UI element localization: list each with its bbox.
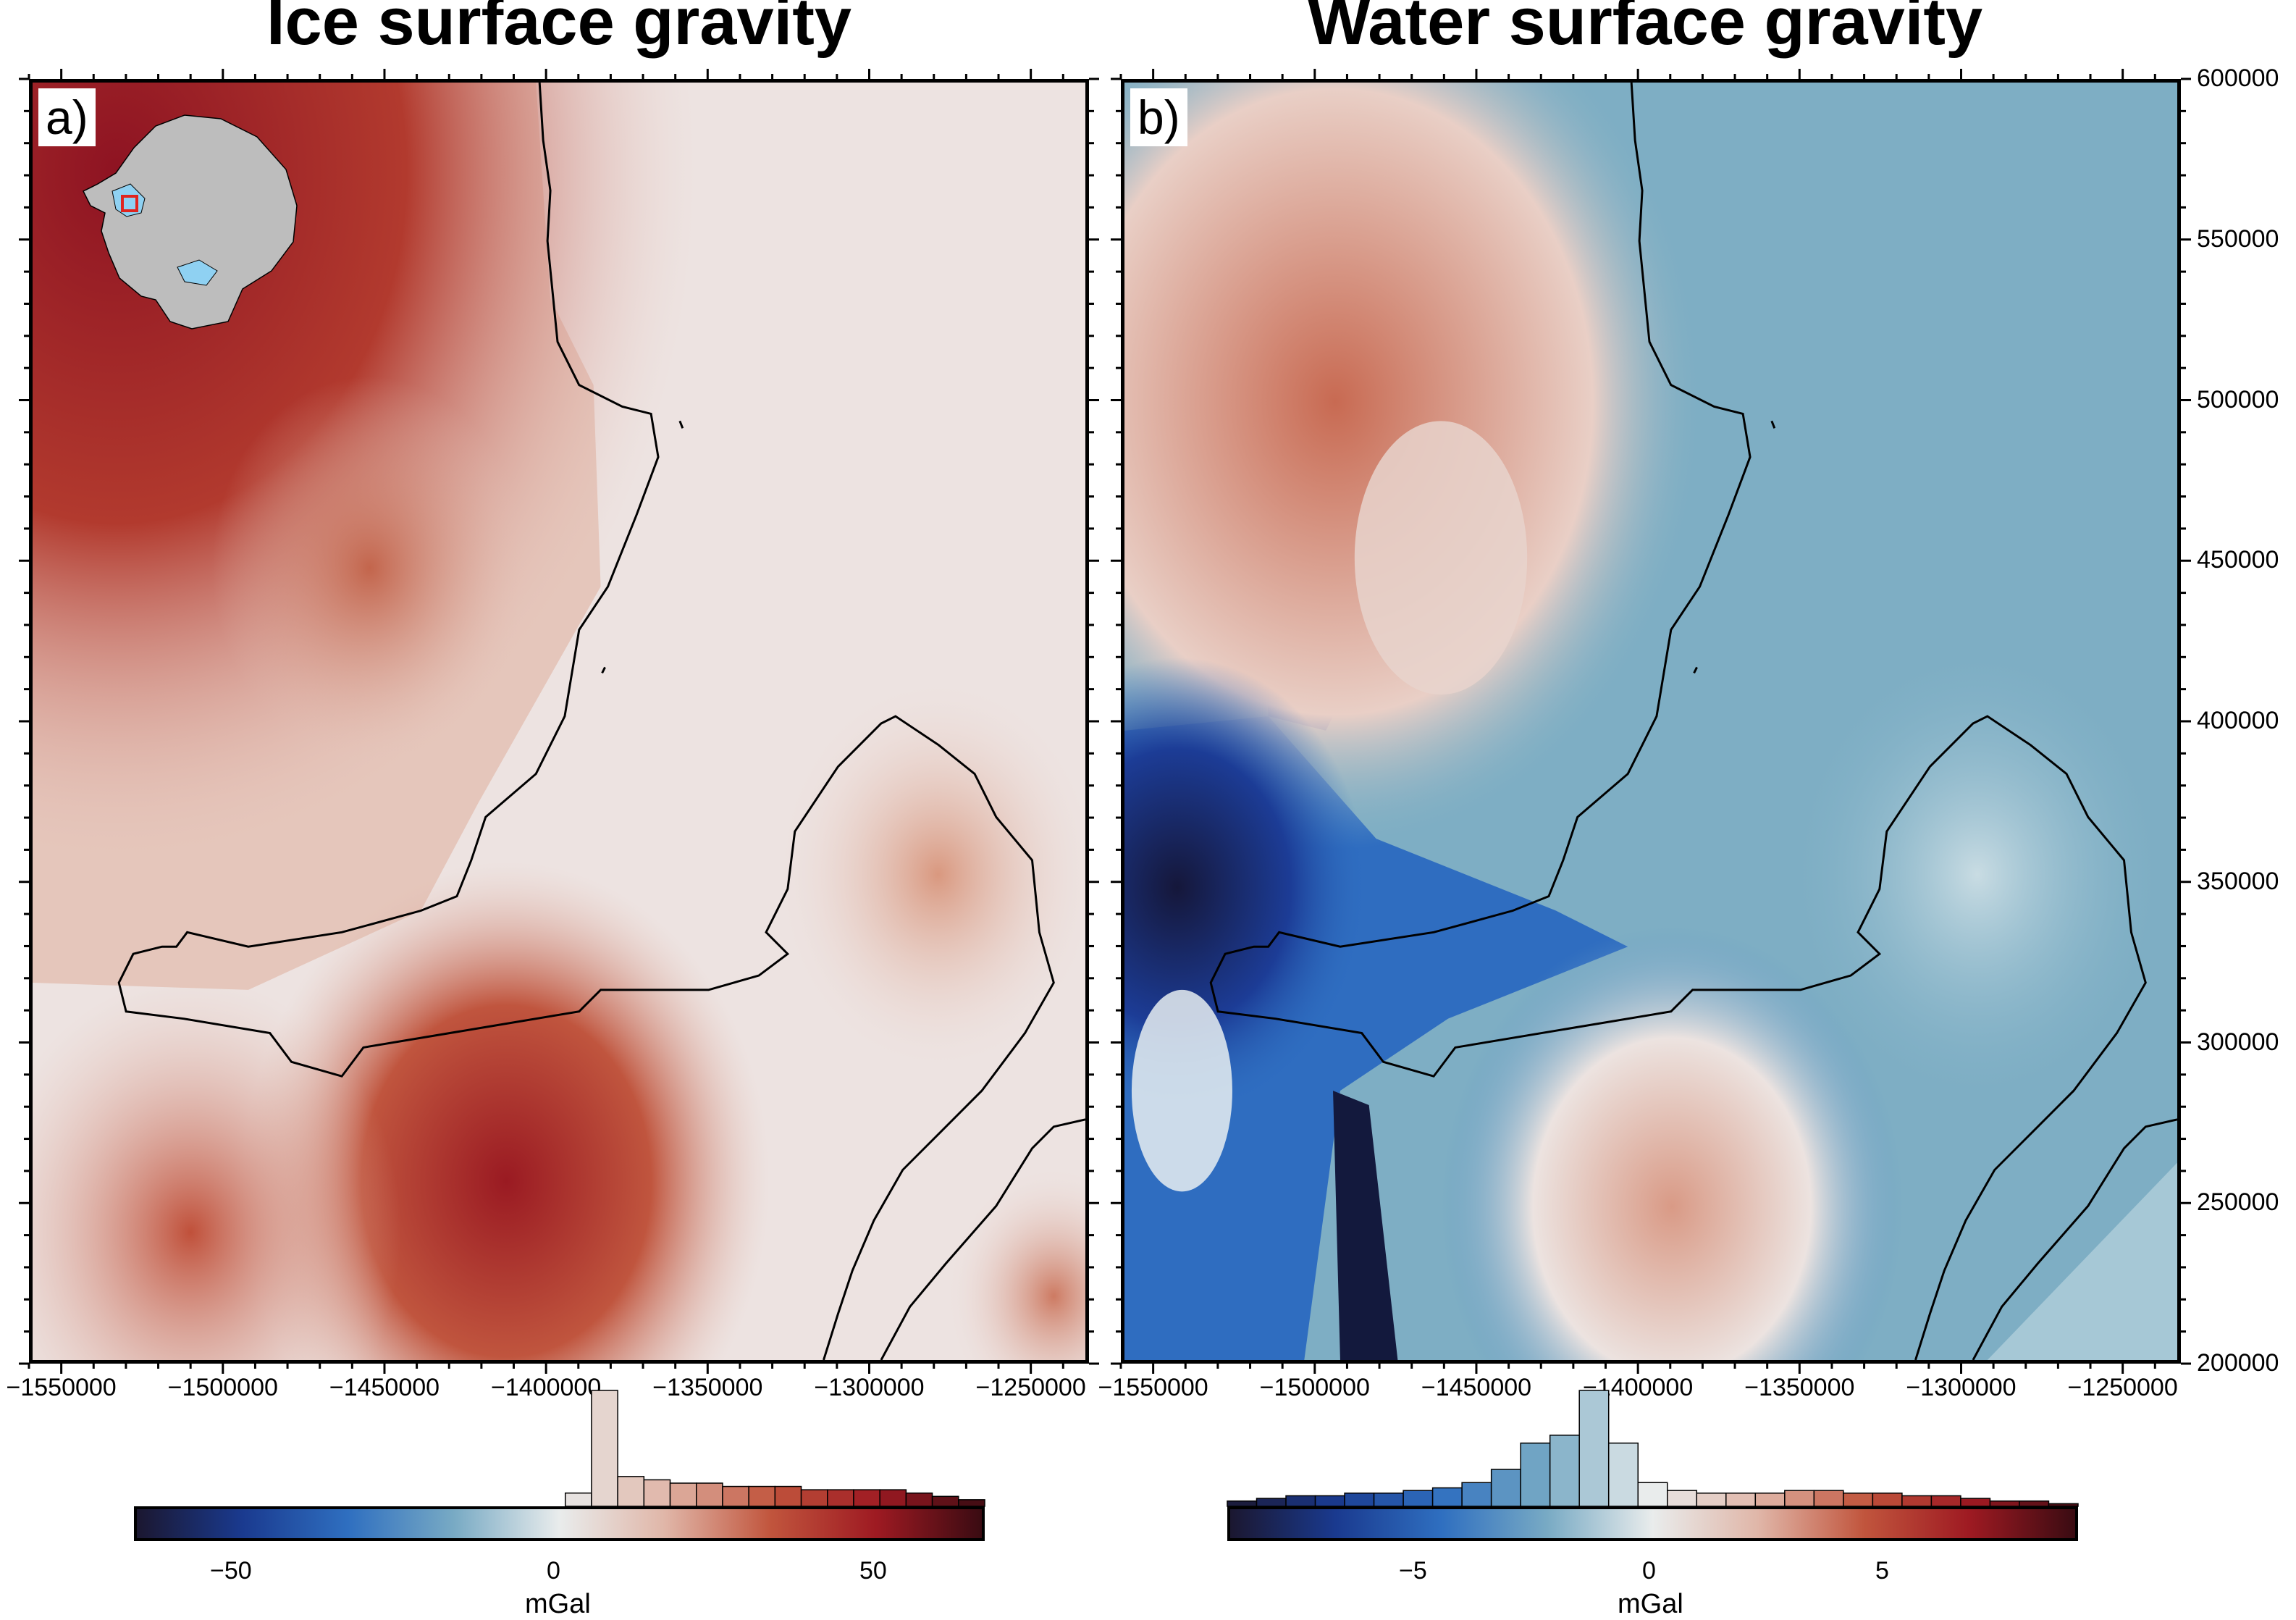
- colorbar-a-tick-0: 0: [547, 1557, 560, 1585]
- x-tick-label: −1500000: [1259, 1374, 1370, 1401]
- y-tick-label: 600000: [2197, 64, 2279, 92]
- panel-b-tag: b): [1130, 88, 1187, 146]
- x-tick-label: −1550000: [6, 1374, 117, 1401]
- colorbar-b-tick-5: 5: [1875, 1557, 1889, 1585]
- histogram-bar: [643, 1479, 671, 1507]
- histogram-bar: [722, 1485, 749, 1507]
- y-tick-label: 200000: [2197, 1349, 2279, 1377]
- x-tick-label: −1300000: [814, 1374, 925, 1401]
- panel-b-title: Water surface gravity: [1307, 0, 1983, 59]
- panel-a-tag: a): [38, 88, 96, 146]
- water-gravity-colorbar: [1227, 1506, 2078, 1541]
- histogram-bar: [1989, 1500, 2020, 1507]
- histogram-bar: [1373, 1493, 1404, 1507]
- histogram-bar: [748, 1485, 776, 1507]
- histogram-bar: [1901, 1495, 1933, 1507]
- histogram-bar: [1607, 1442, 1639, 1507]
- histogram-bar: [1667, 1490, 1698, 1507]
- y-tick-label: 500000: [2197, 385, 2279, 414]
- histogram-bar: [1578, 1390, 1610, 1507]
- histogram-bar: [800, 1489, 828, 1507]
- colorbar-b-tick-0: 0: [1642, 1557, 1656, 1585]
- histogram-bar: [2019, 1500, 2050, 1507]
- histogram-bar: [1490, 1469, 1521, 1507]
- ice-gravity-colorbar: [134, 1506, 985, 1541]
- x-tick-label: −1350000: [1744, 1374, 1855, 1401]
- y-tick-label: 400000: [2197, 707, 2279, 734]
- panel-a-title: Ice surface gravity: [266, 0, 851, 59]
- x-tick-label: −1300000: [1906, 1374, 2017, 1401]
- histogram-bar: [853, 1489, 880, 1507]
- x-tick-label: −1550000: [1098, 1374, 1208, 1401]
- histogram-bar: [1754, 1493, 1786, 1507]
- y-tick-label: 550000: [2197, 224, 2279, 253]
- histogram-bar: [1549, 1435, 1580, 1507]
- histogram-bar: [1344, 1493, 1375, 1507]
- x-tick-label: −1450000: [329, 1374, 440, 1401]
- histogram-bar: [617, 1476, 645, 1507]
- histogram-bar: [1314, 1495, 1345, 1507]
- x-tick-label: −1500000: [167, 1374, 278, 1401]
- histogram-bar: [1960, 1498, 1991, 1507]
- histogram-bar: [905, 1492, 933, 1507]
- histogram-bar: [1256, 1498, 1287, 1507]
- histogram-bar: [1784, 1490, 1815, 1507]
- histogram-bar: [1403, 1490, 1434, 1507]
- histogram-bar: [1872, 1493, 1903, 1507]
- y-tick-label: 250000: [2197, 1188, 2279, 1217]
- colorbar-b-unit: mGal: [1618, 1589, 1683, 1619]
- histogram-bar: [695, 1482, 723, 1507]
- x-tick-label: −1250000: [2067, 1374, 2178, 1401]
- histogram-bar: [958, 1499, 985, 1507]
- histogram-bar: [774, 1485, 802, 1507]
- histogram-bar: [1813, 1490, 1844, 1507]
- colorbar-a-tick-50: 50: [859, 1557, 887, 1585]
- x-tick-label: −1250000: [975, 1374, 1086, 1401]
- x-tick-label: −1400000: [1583, 1374, 1694, 1401]
- histogram-bar: [564, 1492, 592, 1507]
- histogram-bar: [1285, 1495, 1316, 1507]
- antarctica-inset-map: [82, 114, 298, 330]
- water-gravity-map: b): [1121, 79, 2181, 1364]
- colorbar-a-unit: mGal: [525, 1589, 591, 1619]
- histogram-bar: [1637, 1482, 1668, 1507]
- histogram-bar: [591, 1390, 618, 1507]
- x-tick-label: −1350000: [652, 1374, 763, 1401]
- histogram-bar: [931, 1495, 959, 1507]
- x-tick-label: −1450000: [1421, 1374, 1532, 1401]
- histogram-bar: [1843, 1493, 1874, 1507]
- histogram-bar: [669, 1482, 697, 1507]
- inset-location-box: [121, 195, 138, 212]
- colorbar-b-tick-neg5: −5: [1399, 1557, 1427, 1585]
- histogram-bar: [879, 1489, 907, 1507]
- histogram-bar: [1696, 1493, 1727, 1507]
- histogram-bar: [1930, 1495, 1961, 1507]
- x-tick-label: −1400000: [491, 1374, 602, 1401]
- histogram-bar: [1520, 1442, 1551, 1507]
- ice-gravity-map: a): [29, 79, 1089, 1364]
- y-tick-label: 350000: [2197, 867, 2279, 895]
- histogram-bar: [1227, 1500, 1258, 1507]
- histogram-bar: [1461, 1482, 1492, 1507]
- colorbar-a-tick-neg50: −50: [210, 1557, 252, 1585]
- y-tick-label: 300000: [2197, 1028, 2279, 1056]
- histogram-bar: [1725, 1493, 1757, 1507]
- histogram-bar: [827, 1489, 854, 1507]
- histogram-bar: [1431, 1487, 1463, 1507]
- y-tick-label: 450000: [2197, 546, 2279, 574]
